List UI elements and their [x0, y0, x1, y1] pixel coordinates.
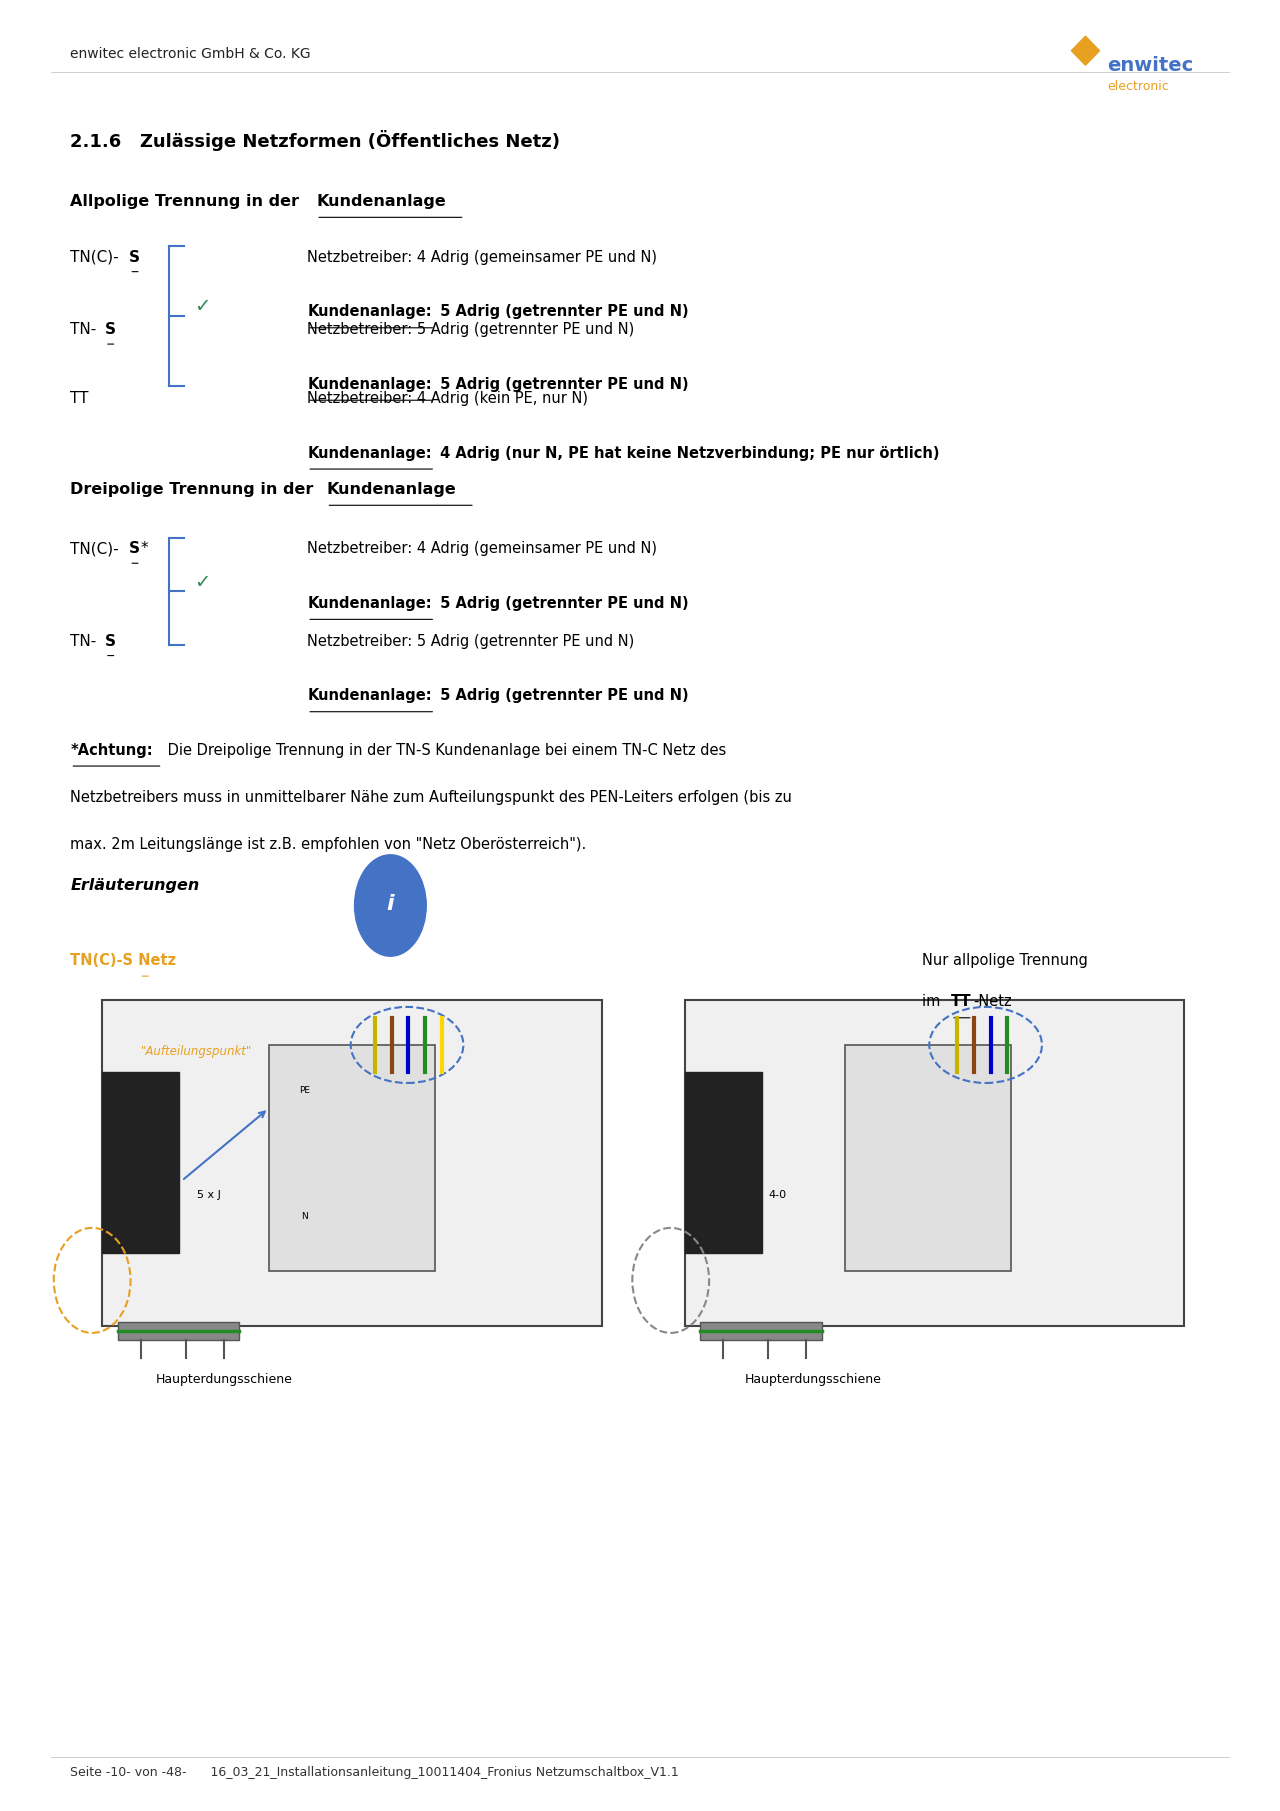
- FancyBboxPatch shape: [685, 1072, 762, 1253]
- Text: Kundenanlage:: Kundenanlage:: [307, 304, 431, 319]
- Text: 5 Adrig (getrennter PE und N): 5 Adrig (getrennter PE und N): [435, 596, 689, 610]
- Text: im: im: [922, 994, 945, 1009]
- Text: Netzbetreiber: 4 Adrig (kein PE, nur N): Netzbetreiber: 4 Adrig (kein PE, nur N): [307, 391, 589, 406]
- Text: Netzbetreiber: 4 Adrig (gemeinsamer PE und N): Netzbetreiber: 4 Adrig (gemeinsamer PE u…: [307, 541, 657, 556]
- Text: 4-0: 4-0: [768, 1190, 786, 1201]
- FancyBboxPatch shape: [269, 1045, 435, 1271]
- Text: Netzbetreibers muss in unmittelbarer Nähe zum Aufteilungspunkt des PEN-Leiters e: Netzbetreibers muss in unmittelbarer Näh…: [70, 790, 792, 804]
- Text: S: S: [129, 541, 141, 556]
- FancyBboxPatch shape: [700, 1322, 822, 1340]
- FancyBboxPatch shape: [118, 1322, 239, 1340]
- Text: Die Dreipolige Trennung in der TN-S Kundenanlage bei einem TN-C Netz des: Die Dreipolige Trennung in der TN-S Kund…: [163, 743, 726, 757]
- Text: Netzbetreiber: 5 Adrig (getrennter PE und N): Netzbetreiber: 5 Adrig (getrennter PE un…: [307, 634, 635, 648]
- FancyBboxPatch shape: [102, 1072, 179, 1253]
- Text: Kundenanlage:: Kundenanlage:: [307, 377, 431, 391]
- Text: TN(C)-: TN(C)-: [70, 250, 119, 264]
- Text: TN-: TN-: [70, 634, 97, 648]
- Text: Netzbetreiber: 4 Adrig (gemeinsamer PE und N): Netzbetreiber: 4 Adrig (gemeinsamer PE u…: [307, 250, 657, 264]
- Text: max. 2m Leitungslänge ist z.B. empfohlen von "Netz Oberösterreich").: max. 2m Leitungslänge ist z.B. empfohlen…: [70, 837, 586, 851]
- Text: *Achtung:: *Achtung:: [70, 743, 154, 757]
- Text: -Netz: -Netz: [973, 994, 1011, 1009]
- Text: *: *: [141, 541, 148, 556]
- Polygon shape: [1071, 36, 1100, 65]
- Text: N: N: [301, 1213, 308, 1221]
- Text: i: i: [387, 893, 394, 915]
- FancyBboxPatch shape: [845, 1045, 1011, 1271]
- FancyBboxPatch shape: [685, 1000, 1184, 1326]
- Text: ✓: ✓: [195, 572, 211, 592]
- Text: Seite -10- von -48-      16_03_21_Installationsanleitung_10011404_Fronius Netzum: Seite -10- von -48- 16_03_21_Installatio…: [70, 1766, 680, 1778]
- Text: 5 Adrig (getrennter PE und N): 5 Adrig (getrennter PE und N): [435, 377, 689, 391]
- Text: 2.1.6   Zulässige Netzformen (Öffentliches Netz): 2.1.6 Zulässige Netzformen (Öffentliches…: [70, 130, 561, 152]
- Text: Kundenanlage: Kundenanlage: [326, 482, 456, 496]
- Text: Netzbetreiber: 5 Adrig (getrennter PE und N): Netzbetreiber: 5 Adrig (getrennter PE un…: [307, 322, 635, 337]
- Text: Haupterdungsschiene: Haupterdungsschiene: [156, 1373, 292, 1385]
- Text: Kundenanlage:: Kundenanlage:: [307, 688, 431, 703]
- FancyBboxPatch shape: [102, 1000, 602, 1326]
- Text: Allpolige Trennung in der: Allpolige Trennung in der: [70, 194, 305, 208]
- Text: S: S: [129, 250, 141, 264]
- Text: TN-: TN-: [70, 322, 97, 337]
- Text: enwitec electronic GmbH & Co. KG: enwitec electronic GmbH & Co. KG: [70, 47, 311, 62]
- Text: TN(C)-S Netz: TN(C)-S Netz: [70, 953, 177, 967]
- Text: TT: TT: [951, 994, 972, 1009]
- Text: Kundenanlage:: Kundenanlage:: [307, 596, 431, 610]
- Text: Kundenanlage: Kundenanlage: [316, 194, 445, 208]
- Text: S: S: [105, 322, 116, 337]
- Text: S: S: [105, 634, 116, 648]
- Text: Dreipolige Trennung in der: Dreipolige Trennung in der: [70, 482, 320, 496]
- Text: TT: TT: [70, 391, 88, 406]
- Text: "Aufteilungspunkt": "Aufteilungspunkt": [141, 1045, 252, 1058]
- Text: 5 x J: 5 x J: [197, 1190, 221, 1201]
- Circle shape: [355, 855, 426, 956]
- Text: 4 Adrig (nur N, PE hat keine Netzverbindung; PE nur örtlich): 4 Adrig (nur N, PE hat keine Netzverbind…: [435, 446, 940, 460]
- Text: Erläuterungen: Erläuterungen: [70, 878, 200, 893]
- Text: TN(C)-: TN(C)-: [70, 541, 119, 556]
- Text: 5 Adrig (getrennter PE und N): 5 Adrig (getrennter PE und N): [435, 688, 689, 703]
- Text: PE: PE: [300, 1087, 310, 1094]
- Text: electronic: electronic: [1107, 80, 1169, 92]
- Text: Nur allpolige Trennung: Nur allpolige Trennung: [922, 953, 1088, 967]
- Text: 5 Adrig (getrennter PE und N): 5 Adrig (getrennter PE und N): [435, 304, 689, 319]
- Text: Haupterdungsschiene: Haupterdungsschiene: [745, 1373, 881, 1385]
- Text: enwitec: enwitec: [1107, 56, 1193, 74]
- Text: Kundenanlage:: Kundenanlage:: [307, 446, 431, 460]
- Text: ✓: ✓: [195, 297, 211, 317]
